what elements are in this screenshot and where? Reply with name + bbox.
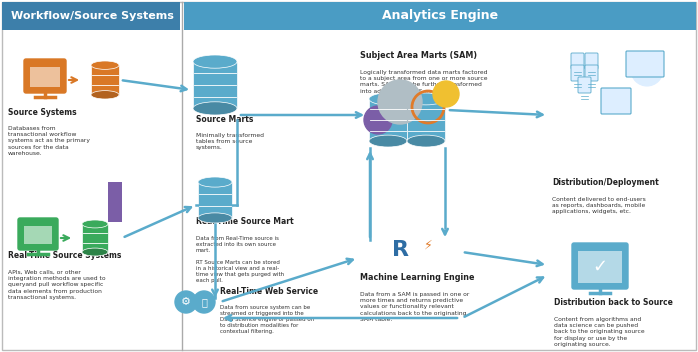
FancyBboxPatch shape [184,2,696,30]
Text: Content delivered to end-users
as reports, dashboards, mobile
applications, widg: Content delivered to end-users as report… [552,197,646,214]
Circle shape [631,54,663,86]
Circle shape [193,291,215,313]
Ellipse shape [198,177,232,187]
Text: Distribution back to Source: Distribution back to Source [554,298,673,307]
Text: APIs, Web calls, or other
integration methods are used to
queryand pull workflow: APIs, Web calls, or other integration me… [8,270,105,300]
Text: Source Marts: Source Marts [196,115,253,124]
FancyBboxPatch shape [108,182,122,222]
FancyBboxPatch shape [30,67,60,87]
Ellipse shape [82,220,108,228]
Text: ⚡: ⚡ [424,239,432,251]
Text: Data from a SAM is passed in one or
more times and returns predictive
values or : Data from a SAM is passed in one or more… [360,292,469,322]
Ellipse shape [82,248,108,256]
FancyBboxPatch shape [601,88,631,114]
Ellipse shape [407,93,445,105]
Ellipse shape [407,135,445,147]
FancyBboxPatch shape [578,251,622,283]
Text: Machine Learning Engine: Machine Learning Engine [360,273,475,282]
FancyBboxPatch shape [198,182,232,218]
Ellipse shape [91,61,119,69]
FancyBboxPatch shape [585,53,598,69]
FancyBboxPatch shape [24,59,66,93]
Text: Data from Real-Time source is
extracted into its own source
mart.

RT Source Mar: Data from Real-Time source is extracted … [196,236,284,283]
Ellipse shape [369,135,407,147]
FancyBboxPatch shape [24,226,52,244]
FancyBboxPatch shape [82,224,108,252]
FancyBboxPatch shape [2,2,180,30]
Ellipse shape [369,93,407,105]
Text: Databases from
transactional workflow
systems act as the primary
sources for the: Databases from transactional workflow sy… [8,126,90,156]
Text: Workflow/Source Systems: Workflow/Source Systems [10,11,173,21]
Ellipse shape [193,102,237,115]
FancyBboxPatch shape [193,62,237,108]
FancyBboxPatch shape [91,65,119,95]
FancyBboxPatch shape [626,51,664,77]
Text: Real-Time Web Service: Real-Time Web Service [220,287,318,296]
FancyBboxPatch shape [369,99,407,141]
Circle shape [364,106,392,134]
FancyBboxPatch shape [571,53,584,69]
FancyBboxPatch shape [407,99,445,141]
Text: Subject Area Marts (SAM): Subject Area Marts (SAM) [360,51,477,60]
Text: Minimally transformed
tables from source
systems.: Minimally transformed tables from source… [196,133,264,150]
Circle shape [175,291,197,313]
Text: ⚙: ⚙ [181,297,191,307]
Text: 🌐: 🌐 [201,297,207,307]
Ellipse shape [193,55,237,68]
Text: %: % [373,227,383,237]
Circle shape [378,80,422,124]
Text: Content from algorithms and
data science can be pushed
back to the originating s: Content from algorithms and data science… [554,317,645,347]
Circle shape [433,81,459,107]
Text: Source Systems: Source Systems [8,108,77,117]
Text: Data from source system can be
streamed or triggered into the
Data Science engin: Data from source system can be streamed … [220,305,314,334]
FancyBboxPatch shape [572,243,628,289]
Text: Real-Time Source Systems: Real-Time Source Systems [8,251,121,260]
Text: Logically transformed data marts factored
to a subject area from one or more sou: Logically transformed data marts factore… [360,70,487,94]
Ellipse shape [198,213,232,223]
Text: Distribution/Deployment: Distribution/Deployment [552,178,659,187]
Ellipse shape [91,90,119,99]
FancyBboxPatch shape [18,218,58,250]
Text: Analytics Engine: Analytics Engine [382,10,498,23]
FancyBboxPatch shape [585,65,598,81]
Text: Real-Time Source Mart: Real-Time Source Mart [196,217,294,226]
Text: ✓: ✓ [593,258,607,276]
Text: R: R [392,240,408,260]
FancyBboxPatch shape [578,77,591,93]
FancyBboxPatch shape [571,65,584,81]
